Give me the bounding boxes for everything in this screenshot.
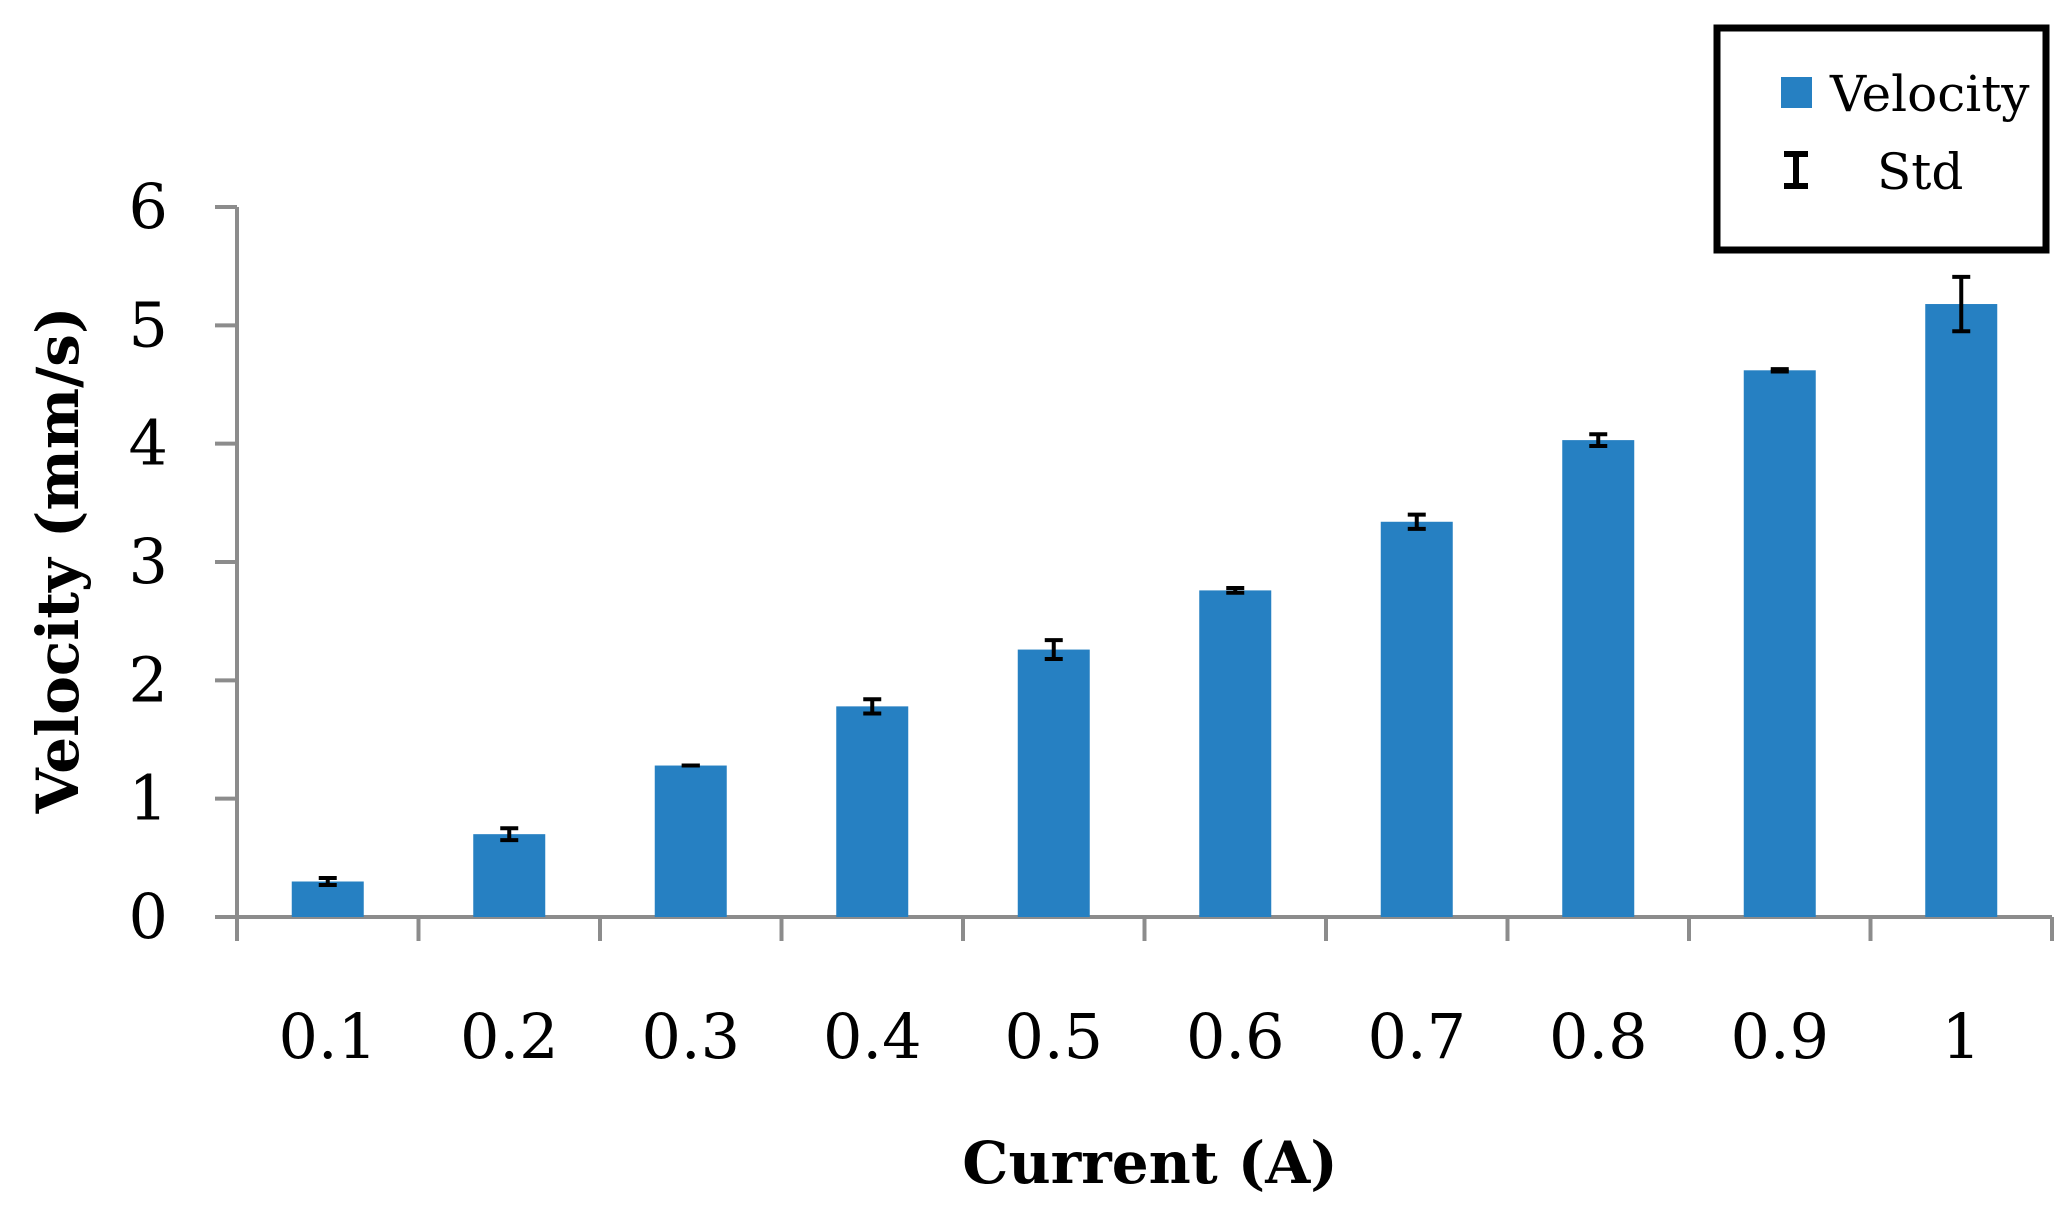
bar-velocity [1380,521,1453,917]
legend: Velocity Std [1713,24,2050,254]
legend-velocity-swatch [1781,77,1812,108]
error-bar-std [1226,586,1245,595]
legend-velocity-label: Velocity [1829,65,2030,123]
x-tick-label: 0.6 [1186,1000,1285,1073]
y-axis-title: Velocity (mm/s) [24,307,92,815]
x-tick-label: 0.9 [1730,1000,1829,1073]
legend-frame [1713,24,2050,254]
error-bar-std [1952,274,1971,334]
error-bar-std [863,697,882,716]
y-tick-label: 6 [129,170,168,243]
error-bars [318,274,1971,888]
bar-velocity [1925,304,1998,917]
y-tick-label: 1 [129,762,168,835]
bar-velocity [1199,590,1272,917]
x-tick-label: 0.7 [1367,1000,1466,1073]
bar-velocity [836,706,909,917]
y-tick-label: 0 [129,880,168,953]
bars [291,304,1998,917]
bar-velocity [1562,440,1635,917]
x-tick-label: 0.5 [1004,1000,1103,1073]
x-tick-label: 0.8 [1549,1000,1648,1073]
x-tick-label: 0.4 [823,1000,922,1073]
legend-std-label: Std [1877,143,1963,201]
bar-velocity [1743,370,1816,917]
error-bar-std [500,826,519,843]
y-tick-label: 3 [129,525,168,598]
error-bar-std [1589,432,1608,449]
error-bar-std [1407,512,1426,531]
error-bar-std [318,875,337,888]
y-tick-label: 2 [129,643,168,716]
error-bar-std [1770,367,1789,374]
x-axis-title: Current (A) [962,1129,1337,1197]
y-axis: 0 1 2 3 4 5 6 [129,170,239,953]
y-tick-label: 4 [129,407,168,480]
y-tick-label: 5 [129,288,168,361]
x-tick-label: 0.1 [278,1000,377,1073]
x-tick-label: 0.2 [460,1000,559,1073]
x-tick-label: 1 [1942,1000,1981,1073]
x-axis: 0.1 0.2 0.3 0.4 0.5 0.6 0.7 0.8 0.9 1 [235,915,2054,1073]
bar-velocity [1017,649,1090,917]
error-bar-std [1044,638,1063,662]
bar-velocity [291,881,364,917]
legend-std-icon [1784,151,1808,189]
bar-velocity [473,834,546,917]
bar-velocity [654,765,727,917]
x-tick-label: 0.3 [641,1000,740,1073]
